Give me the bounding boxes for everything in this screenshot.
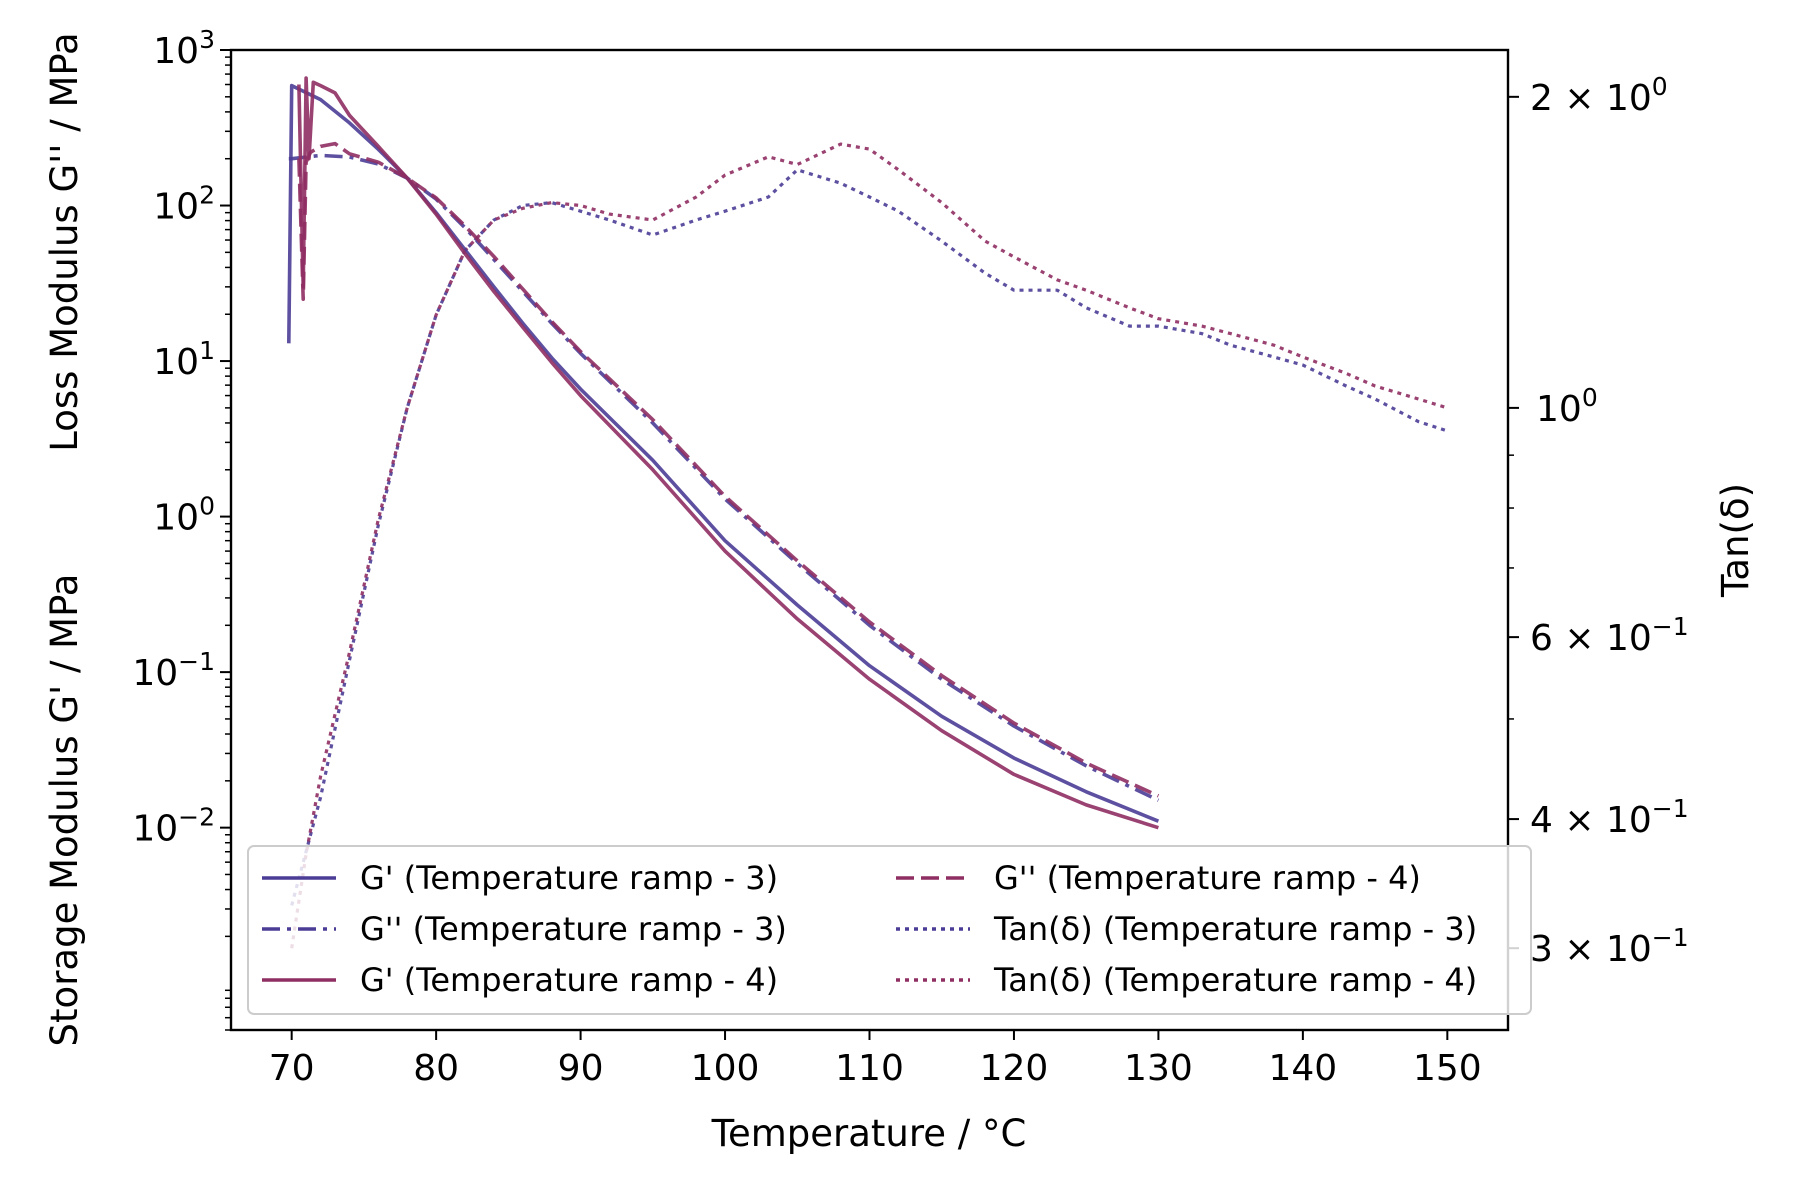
x-tick-label: 120	[980, 1048, 1049, 1089]
legend-label: Tan(δ) (Temperature ramp - 4)	[993, 961, 1477, 999]
x-tick-label: 100	[691, 1048, 760, 1089]
legend-label: G' (Temperature ramp - 4)	[360, 961, 778, 999]
y-tick-label: 101	[153, 336, 215, 383]
series-line-1	[287, 83, 1160, 823]
x-tick-label: 90	[558, 1048, 604, 1089]
series-line-6	[290, 142, 1448, 949]
x-axis-ticks: 70 80 90 100 110 120 130 140 150	[269, 1030, 1482, 1089]
x-tick-label: 80	[413, 1048, 459, 1089]
series-layer	[287, 76, 1448, 949]
y2-axis-label: Tan(δ)	[1714, 483, 1757, 598]
series-line-2	[288, 153, 1160, 802]
x-tick-label: 140	[1269, 1048, 1338, 1089]
y2-tick-label: 100	[1536, 383, 1598, 430]
legend-label: G' (Temperature ramp - 3)	[360, 859, 778, 897]
x-axis-label: Temperature / °C	[711, 1112, 1027, 1155]
y-tick-label: 103	[153, 25, 215, 72]
y2-tick-label: 6 × 10−1	[1530, 612, 1689, 659]
y-axis-label-top: Loss Modulus G'' / MPa	[43, 32, 86, 451]
y-tick-label: 102	[153, 181, 215, 228]
series-line-5	[290, 168, 1448, 906]
x-tick-label: 70	[269, 1048, 315, 1089]
y2-tick-label: 2 × 100	[1530, 72, 1668, 119]
y2-axis-ticks: 2 × 100 100 6 × 10−1 4 × 10−1 3 × 10−1	[1508, 72, 1689, 970]
legend-box	[247, 845, 1532, 1015]
y-axis-label-bottom: Storage Modulus G' / MPa	[43, 574, 86, 1047]
series-line-3	[297, 76, 1159, 830]
x-tick-label: 150	[1413, 1048, 1482, 1089]
y-tick-label: 10−1	[132, 647, 215, 694]
x-tick-label: 110	[835, 1048, 904, 1089]
x-tick-label: 130	[1124, 1048, 1193, 1089]
y-tick-label: 10−2	[132, 803, 215, 850]
series-line-4	[297, 141, 1160, 798]
legend-label: Tan(δ) (Temperature ramp - 3)	[993, 910, 1477, 948]
legend-label: G'' (Temperature ramp - 4)	[994, 859, 1421, 897]
y2-tick-label: 3 × 10−1	[1530, 923, 1689, 970]
legend-label: G'' (Temperature ramp - 3)	[360, 910, 787, 948]
y2-tick-label: 4 × 10−1	[1530, 794, 1689, 841]
legend: G' (Temperature ramp - 3) G'' (Temperatur…	[247, 845, 1532, 1015]
y-tick-label: 100	[153, 492, 215, 539]
y-axis-ticks: 10−2 10−1 100 101 102 103	[132, 25, 231, 1031]
